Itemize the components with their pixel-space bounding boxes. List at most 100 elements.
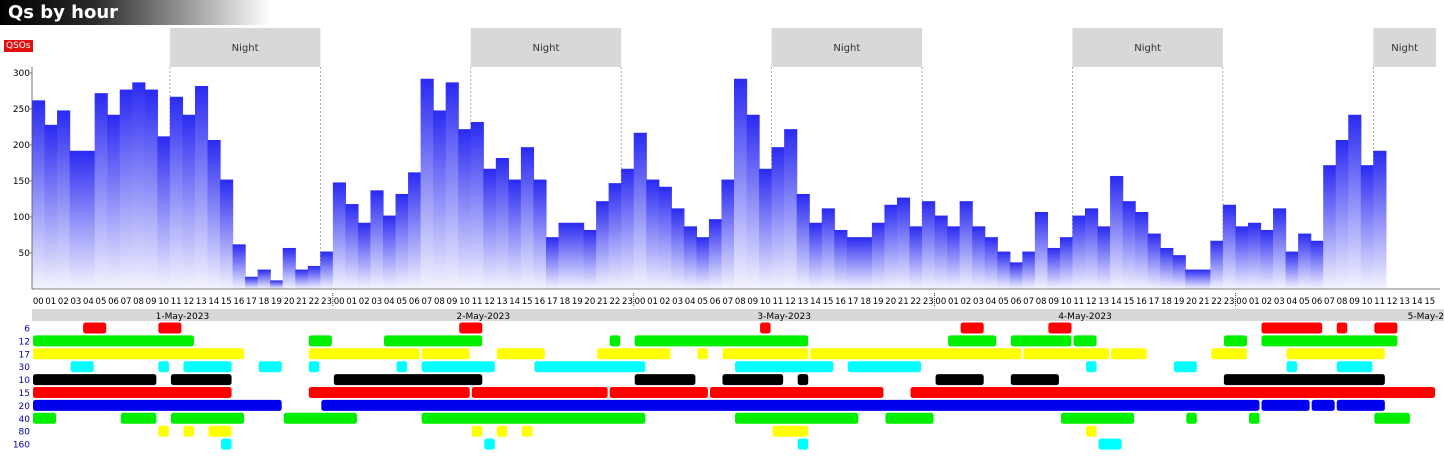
band-label-80: 80 — [19, 428, 31, 438]
band-6-activity — [960, 322, 984, 334]
y-tick-label: 300 — [13, 69, 30, 79]
bar-hour-55 — [721, 179, 735, 289]
x-hour-label: 09 — [747, 297, 758, 307]
bar-hour-25 — [345, 204, 359, 289]
band-label-17: 17 — [19, 350, 30, 360]
bar-hour-92 — [1185, 269, 1199, 289]
band-40-activity — [33, 412, 57, 424]
bar-hour-86 — [1110, 175, 1124, 289]
band-20-activity — [33, 399, 282, 411]
x-hour-label: 18 — [559, 297, 570, 307]
day-label: 3-May-2023 — [757, 312, 811, 322]
bar-hour-11 — [169, 96, 184, 289]
band-40-activity — [1248, 412, 1260, 424]
band-20-activity — [1336, 399, 1385, 411]
band-17-activity — [697, 348, 708, 360]
bar-hour-50 — [658, 186, 672, 289]
bar-hour-79 — [1022, 251, 1036, 289]
bar-hour-60 — [784, 129, 798, 289]
day-label: 2-May-2023 — [456, 312, 510, 322]
x-hour-label: 11 — [1374, 297, 1385, 307]
bar-hour-66 — [859, 237, 873, 289]
bar-hour-62 — [809, 222, 823, 289]
bar-hour-102 — [1310, 240, 1324, 289]
x-hour-label: 15 — [522, 297, 533, 307]
bar-hour-46 — [608, 183, 622, 289]
bar-hour-6 — [107, 114, 121, 289]
bar-hour-97 — [1247, 222, 1262, 289]
title-bar: Qs by hour — [0, 0, 270, 25]
x-hour-label: 15 — [221, 297, 232, 307]
y-tick-label: 150 — [13, 177, 30, 187]
x-hour-label: 06 — [710, 297, 721, 307]
bar-hour-70 — [909, 226, 923, 289]
band-30-activity — [258, 361, 282, 373]
x-hour-label: 16 — [534, 297, 545, 307]
x-hour-label: 22 — [1211, 297, 1222, 307]
bar-hour-49 — [646, 179, 660, 289]
bar-hour-0 — [32, 100, 46, 289]
band-12-activity — [948, 335, 997, 347]
x-hour-label: 22 — [910, 297, 921, 307]
band-17-activity — [810, 348, 1022, 360]
band-30-activity — [396, 361, 408, 373]
band-15-activity — [709, 387, 884, 398]
bar-hour-57 — [746, 114, 760, 289]
night-band-2 — [771, 28, 923, 67]
x-hour-label: 02 — [660, 297, 671, 307]
bar-hour-68 — [884, 204, 898, 289]
band-17-activity — [1286, 348, 1385, 360]
x-hour-label: 16 — [1136, 297, 1147, 307]
bar-hour-43 — [571, 222, 585, 289]
x-hour-label: 14 — [509, 297, 520, 307]
x-hour-label: 06 — [1011, 297, 1022, 307]
band-30-activity — [1086, 361, 1097, 373]
band-17-activity — [496, 348, 545, 360]
bar-hour-89 — [1147, 233, 1161, 289]
y-tick-label: 50 — [19, 249, 31, 259]
x-hour-label: 17 — [246, 297, 257, 307]
bar-hour-42 — [558, 222, 572, 289]
bar-hour-71 — [922, 201, 936, 289]
x-hour-label: 21 — [1199, 297, 1210, 307]
band-30-activity — [158, 361, 169, 373]
night-band-0 — [169, 28, 321, 67]
x-hour-label: 08 — [133, 297, 144, 307]
bar-hour-87 — [1122, 201, 1136, 289]
band-activity-rows: 6 12 17 30 10 15 20 40 80 160 — [13, 322, 1435, 451]
x-hour-label: 10 — [1362, 297, 1373, 307]
bar-hour-91 — [1172, 255, 1186, 289]
bar-hour-90 — [1160, 247, 1174, 289]
x-hour-label: 10 — [760, 297, 771, 307]
x-hour-label: 22 — [309, 297, 320, 307]
band-label-6: 6 — [24, 325, 30, 335]
band-17-activity — [1023, 348, 1110, 360]
band-30-activity — [421, 361, 495, 373]
x-hour-label: 13 — [196, 297, 207, 307]
bar-hour-61 — [796, 193, 810, 289]
bar-hour-27 — [370, 190, 384, 289]
x-hour-label: 03 — [1274, 297, 1285, 307]
x-hour-label: 04 — [986, 297, 997, 307]
band-6-activity — [760, 322, 771, 334]
bar-hour-73 — [947, 226, 961, 289]
x-hour-label: 05 — [96, 297, 107, 307]
x-hour-label: 09 — [447, 297, 458, 307]
bar-hour-75 — [972, 226, 986, 289]
band-10-activity — [634, 374, 696, 386]
x-hour-label: 23 — [923, 297, 934, 307]
bar-hour-17 — [245, 276, 259, 289]
band-40-activity — [735, 412, 859, 424]
bar-hour-31 — [420, 78, 434, 289]
bar-hour-4 — [82, 150, 96, 289]
x-hour-label: 15 — [823, 297, 834, 307]
bar-hour-35 — [470, 121, 484, 290]
x-hour-label: 17 — [1149, 297, 1160, 307]
x-hour-label: 10 — [1061, 297, 1072, 307]
day-label: 5-May-2 — [1408, 312, 1444, 322]
bar-hour-107 — [1373, 150, 1387, 289]
x-hour-label: 13 — [1098, 297, 1109, 307]
x-hour-label: 00 — [1236, 297, 1247, 307]
bar-hour-24 — [332, 182, 346, 289]
x-hour-label: 20 — [1186, 297, 1197, 307]
